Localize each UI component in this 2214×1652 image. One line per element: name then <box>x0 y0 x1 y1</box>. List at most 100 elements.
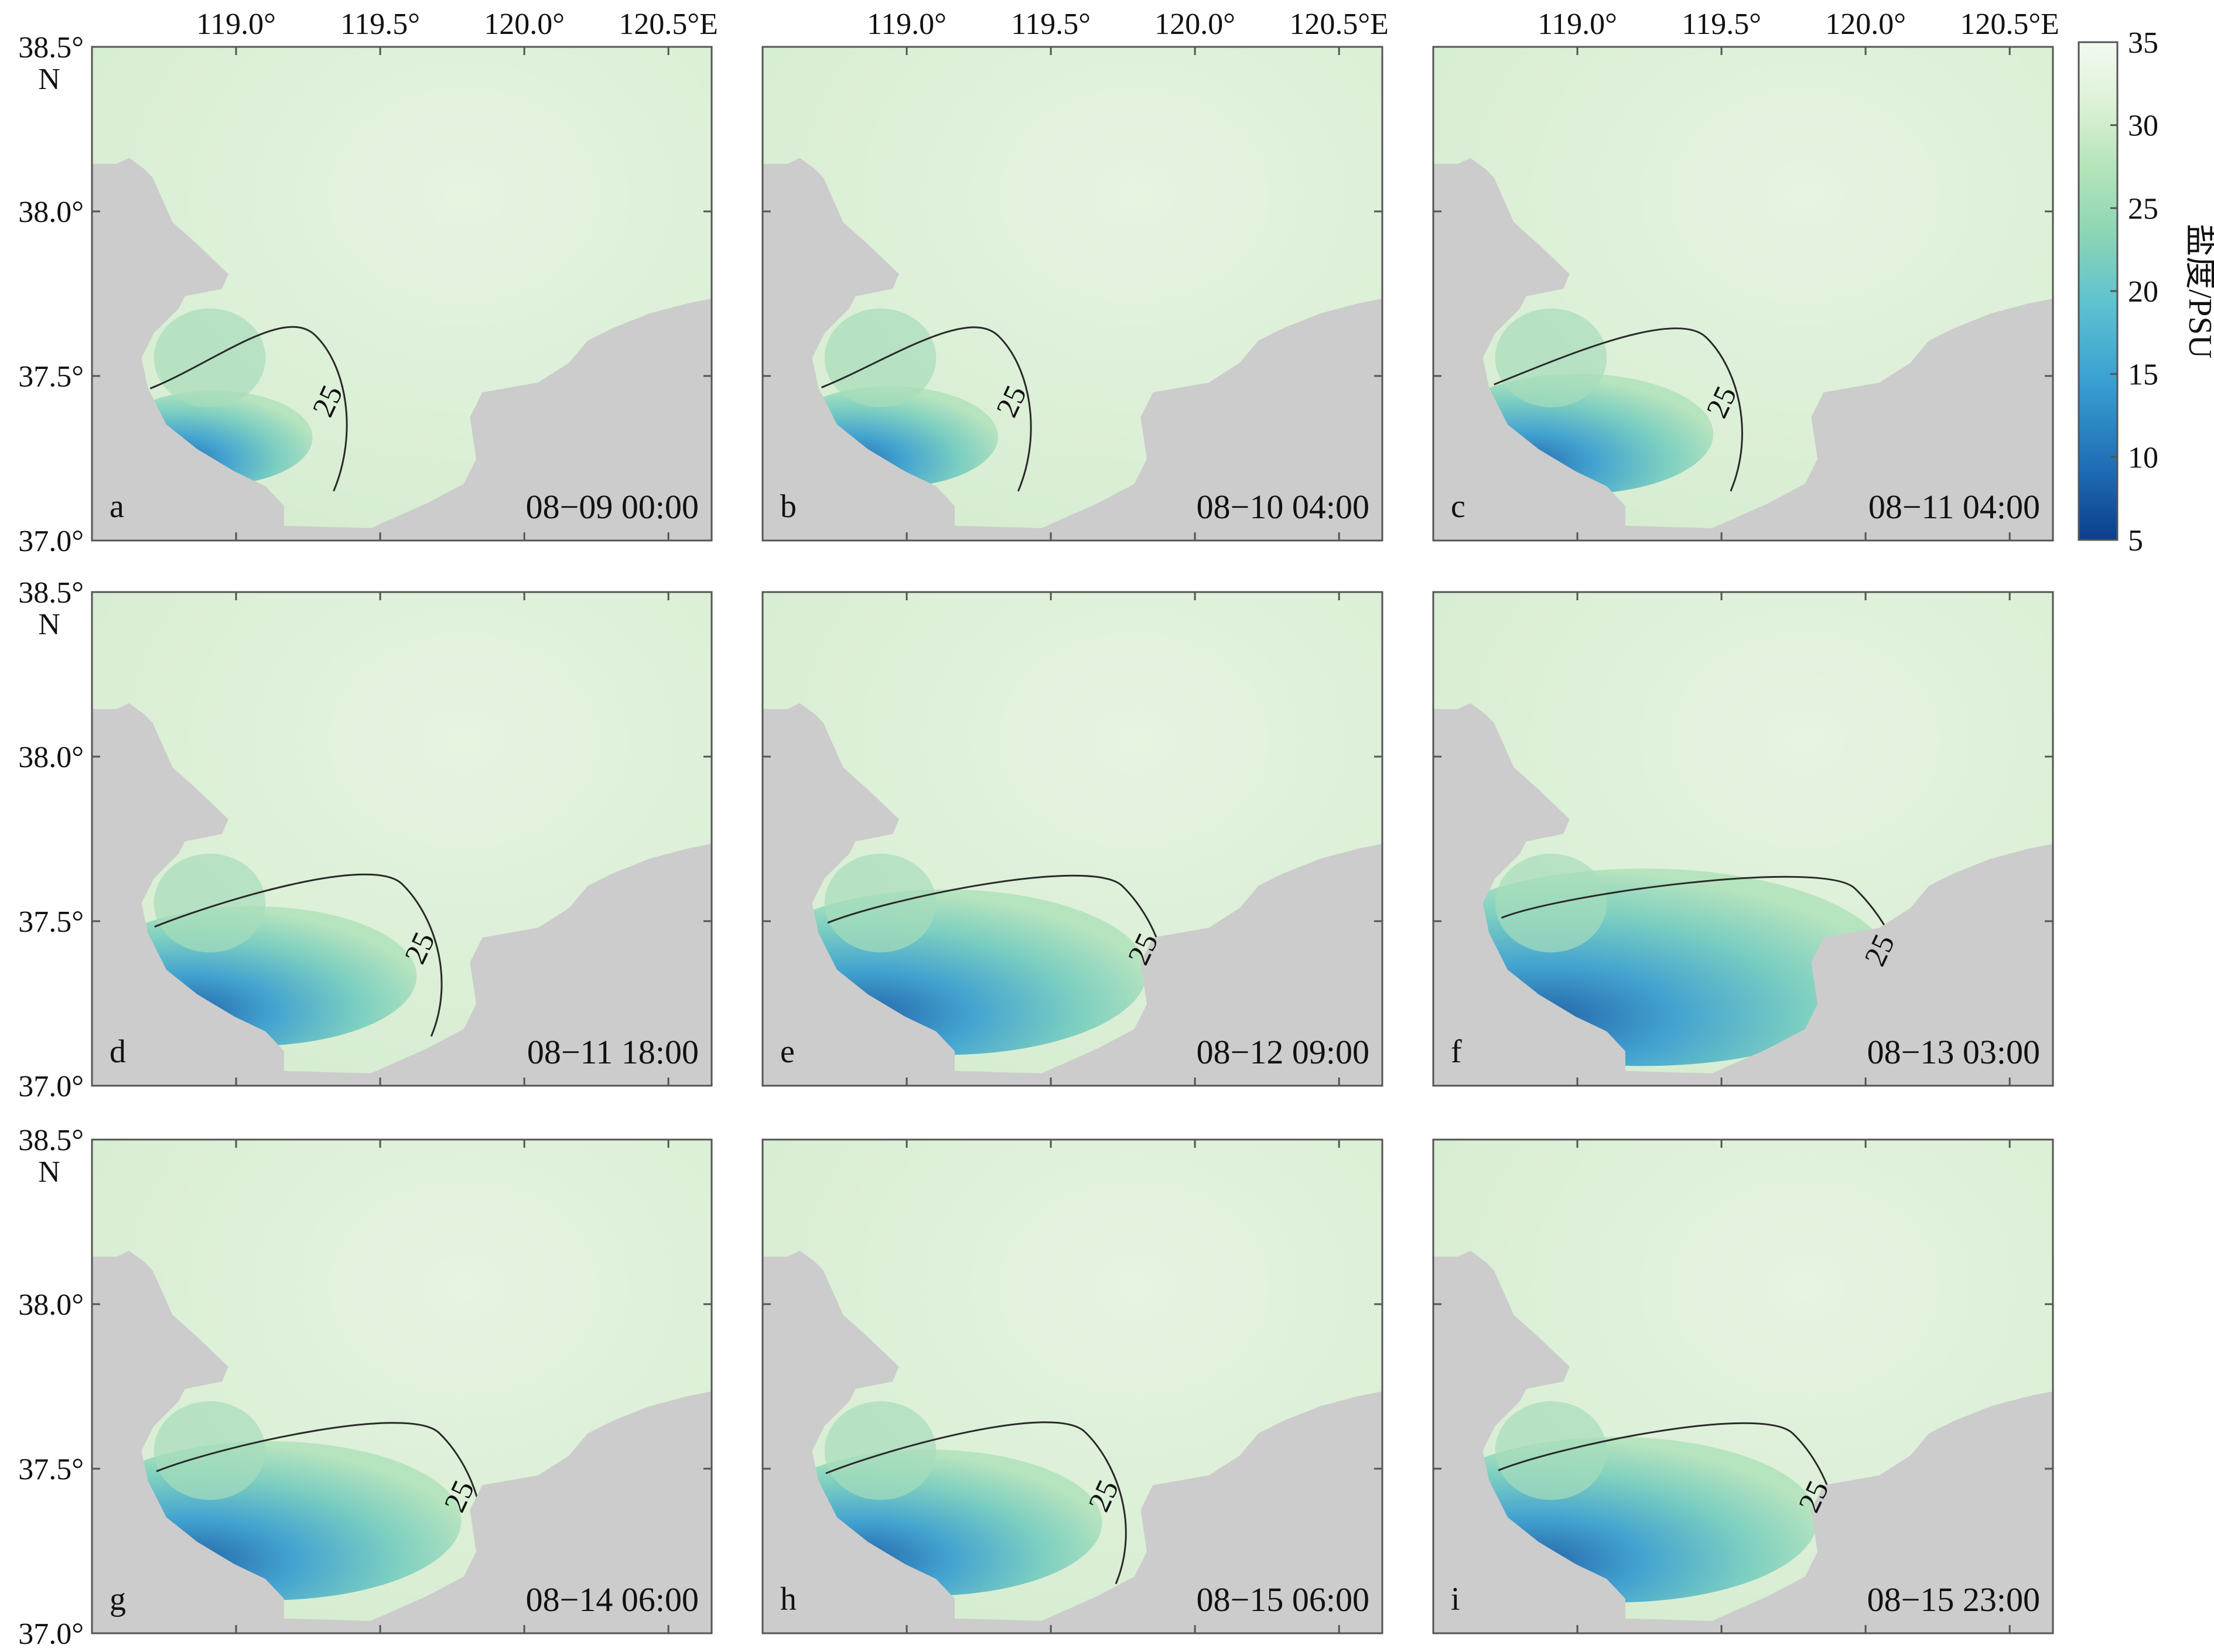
colorbar-tick-label: 30 <box>2128 110 2158 143</box>
lon-tick-label: 119.5° <box>1011 8 1091 41</box>
panel-letter: a <box>110 488 124 525</box>
bay-water <box>824 308 937 408</box>
land-mass <box>92 158 712 541</box>
panel-timestamp: 08−09 00:00 <box>526 488 699 526</box>
land-mass <box>92 1250 712 1633</box>
panel-frame <box>91 591 713 1087</box>
lat-hemisphere-label: N <box>38 608 60 641</box>
colorbar-tick-label: 5 <box>2128 524 2143 557</box>
contour-line-25 <box>825 1421 1127 1585</box>
lat-tick-label: 38.5° <box>18 576 84 610</box>
panel-timestamp: 08−12 09:00 <box>1197 1033 1369 1071</box>
land-mass <box>1433 703 2053 1086</box>
lat-hemisphere-label: N <box>38 1155 60 1189</box>
lon-tick-label: 119.5° <box>340 8 420 41</box>
panel-letter: g <box>110 1581 126 1617</box>
west-coast-land <box>92 710 117 839</box>
lon-tick-label: 119.0° <box>196 8 276 41</box>
lat-tick-label: 37.5° <box>18 905 84 939</box>
bay-water <box>824 1401 937 1500</box>
bay-water <box>153 853 266 953</box>
bay-water <box>153 308 266 408</box>
panel-letter: c <box>1451 488 1465 525</box>
land-mass <box>763 1250 1382 1633</box>
panel-timestamp: 08−15 06:00 <box>1197 1581 1369 1619</box>
lon-tick-label: 119.0° <box>867 8 947 41</box>
contour-line-25 <box>149 326 348 492</box>
panel-frame <box>1432 46 2054 542</box>
panel-frame <box>91 1138 713 1634</box>
land-mass <box>763 703 1382 1086</box>
lat-tick-label: 38.0° <box>18 741 84 774</box>
lon-tick-label: 119.0° <box>1538 8 1617 41</box>
bay-water <box>1495 308 1607 408</box>
bay-water <box>153 1401 266 1500</box>
west-coast-land <box>1433 165 1458 294</box>
lat-hemisphere-label: N <box>38 63 60 96</box>
contour-line-25 <box>1494 327 1743 492</box>
bay-water <box>1495 853 1607 953</box>
panel-letter: h <box>780 1581 797 1617</box>
panel-frame <box>761 591 1383 1087</box>
lon-tick-label: 120.0° <box>1154 8 1235 41</box>
colorbar: 35 30 25 20 15 10 5 盐度/PSU <box>2078 26 2214 557</box>
lat-tick-label: 37.0° <box>18 1617 84 1651</box>
west-coast-land <box>92 1258 117 1387</box>
colorbar-tick-label: 15 <box>2128 358 2158 392</box>
panel-letter: f <box>1451 1034 1462 1070</box>
panel-frame <box>1432 1138 2054 1634</box>
lon-tick-label: 120.5°E <box>619 8 718 41</box>
west-coast-land <box>92 165 117 294</box>
lon-tick-label: 120.0° <box>484 8 565 41</box>
panel-frame <box>1432 591 2054 1087</box>
panel-timestamp: 08−11 18:00 <box>527 1033 699 1071</box>
panel-timestamp: 08−10 04:00 <box>1197 488 1369 526</box>
lat-tick-label: 37.0° <box>18 525 84 558</box>
colorbar-tick-label: 10 <box>2128 441 2158 474</box>
lat-tick-label: 38.0° <box>18 1288 84 1322</box>
panel-frame <box>761 46 1383 542</box>
west-coast-land <box>763 710 788 839</box>
map-panel-e: 25e 08−12 09:00 <box>761 591 1383 1087</box>
land-mass <box>1433 1250 2053 1633</box>
lat-tick-label: 38.5° <box>18 1124 84 1157</box>
land-mass <box>1433 158 2053 541</box>
colorbar-title: 盐度/PSU <box>2182 224 2214 358</box>
colorbar-tick-label: 20 <box>2128 275 2158 309</box>
panel-letter: e <box>780 1034 795 1070</box>
map-panel-i: 25i 08−15 23:00 <box>1432 1138 2054 1634</box>
panel-letter: d <box>110 1034 126 1070</box>
panel-letter: i <box>1451 1581 1460 1617</box>
panel-timestamp: 08−14 06:00 <box>526 1581 699 1619</box>
land-mass <box>763 158 1382 541</box>
lon-tick-label: 120.0° <box>1825 8 1906 41</box>
west-coast-land <box>1433 1258 1458 1387</box>
map-panel-f: 25f 08−13 03:00 <box>1432 591 2054 1087</box>
panel-frame <box>761 1138 1383 1634</box>
colorbar-tick-label: 35 <box>2128 26 2158 60</box>
west-coast-land <box>1433 710 1458 839</box>
lon-tick-label: 120.5°E <box>1960 8 2059 41</box>
west-coast-land <box>763 1258 788 1387</box>
contour-line-25 <box>821 326 1032 492</box>
bay-water <box>1495 1401 1607 1500</box>
lat-tick-label: 38.5° <box>18 31 84 64</box>
map-panel-h: 25h 08−15 06:00 <box>761 1138 1383 1634</box>
panel-timestamp: 08−13 03:00 <box>1867 1033 2040 1071</box>
lat-tick-label: 37.5° <box>18 360 84 394</box>
panel-frame <box>91 46 713 542</box>
contour-line-25 <box>154 873 443 1037</box>
panel-letter: b <box>780 488 797 525</box>
land-mass <box>92 703 712 1086</box>
west-coast-land <box>763 165 788 294</box>
panel-timestamp: 08−15 23:00 <box>1867 1581 2040 1619</box>
lon-tick-label: 120.5°E <box>1289 8 1389 41</box>
lon-tick-label: 119.5° <box>1682 8 1761 41</box>
